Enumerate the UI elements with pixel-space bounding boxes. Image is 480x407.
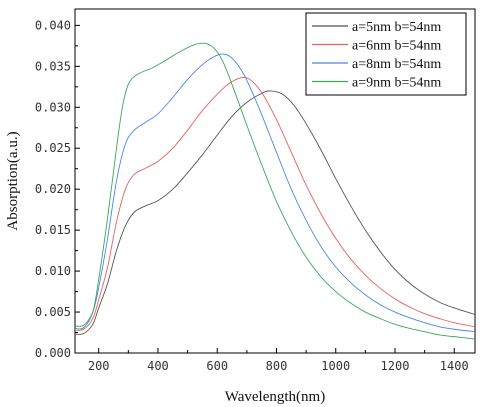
x-tick-label: 800 — [266, 359, 288, 373]
x-tick-label: 200 — [88, 359, 110, 373]
x-tick-label: 1200 — [381, 359, 410, 373]
legend-label: a=6nm b=54nm — [352, 39, 441, 54]
x-tick-label: 1400 — [440, 359, 469, 373]
y-axis: 0.000 0.005 0.010 0.015 0.020 0.025 0.030 0.035… — [35, 18, 80, 360]
y-tick-label: 0.040 — [35, 18, 71, 32]
y-tick-label: 0.000 — [35, 346, 71, 360]
y-tick-label: 0.035 — [35, 59, 71, 73]
legend: a=5nm b=54nm a=6nm b=54nm a=8nm b=54nm a=9n… — [305, 12, 467, 96]
series-layer — [75, 42, 475, 340]
legend-label: a=8nm b=54nm — [352, 57, 441, 72]
x-axis: 200 400 600 800 1000 1200 1400 — [88, 348, 469, 373]
y-tick-label: 0.010 — [35, 264, 71, 278]
y-tick-label: 0.015 — [35, 223, 71, 237]
series-line — [75, 42, 475, 340]
x-axis-title: Wavelength(nm) — [225, 389, 325, 405]
y-tick-label: 0.025 — [35, 141, 71, 155]
x-tick-label: 1000 — [321, 359, 350, 373]
y-tick-label: 0.005 — [35, 305, 71, 319]
y-tick-label: 0.030 — [35, 100, 71, 114]
y-axis-title: Absorption(a.u.) — [5, 131, 21, 230]
series-line — [75, 53, 475, 333]
x-tick-label: 400 — [147, 359, 169, 373]
legend-label: a=9nm b=54nm — [352, 76, 441, 91]
x-tick-label: 600 — [206, 359, 228, 373]
y-tick-label: 0.020 — [35, 182, 71, 196]
legend-label: a=5nm b=54nm — [352, 20, 441, 35]
